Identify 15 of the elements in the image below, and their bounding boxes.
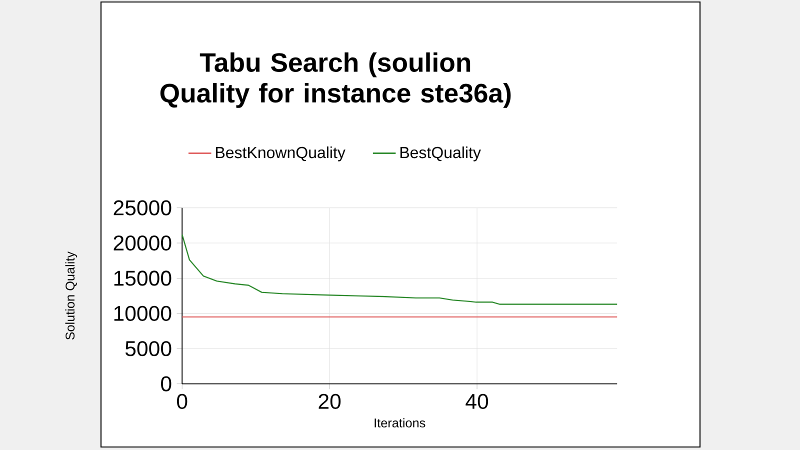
x-tick-label: 20: [318, 394, 341, 409]
y-tick-label: 0: [161, 376, 172, 392]
y-tick-label: 5000: [125, 341, 172, 356]
x-axis-title: Iterations: [374, 418, 426, 428]
y-tick-label: 15000: [114, 270, 172, 286]
y-tick-label: 10000: [114, 306, 172, 321]
y-tick-label: 20000: [114, 235, 172, 251]
chart-title: Tabu Search (soulion Quality for instance ste36a): [160, 52, 511, 108]
x-tick-label: 40: [466, 394, 488, 409]
y-tick-label: 25000: [114, 200, 172, 216]
y-axis-title: Solution Quality: [65, 252, 78, 340]
line-series: [182, 234, 618, 305]
legend-label: BestKnownQuality: [216, 146, 346, 162]
x-tick-label: 0: [177, 394, 188, 409]
legend-label: BestQuality: [400, 146, 481, 162]
